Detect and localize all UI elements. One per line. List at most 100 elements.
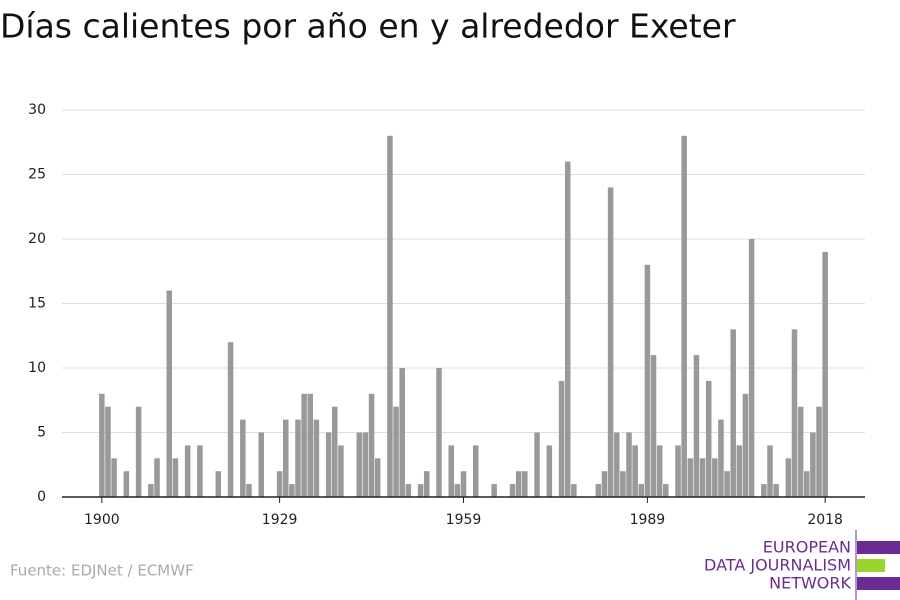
- bar: [184, 445, 191, 497]
- bar: [387, 135, 393, 498]
- x-tick-label: 1900: [84, 512, 120, 528]
- bar: [325, 432, 332, 497]
- bar: [301, 393, 307, 497]
- bar: [240, 419, 246, 497]
- logo-text: DATA JOURNALISM: [704, 556, 851, 575]
- logo: EUROPEAN DATA JOURNALISM NETWORK: [704, 530, 900, 600]
- bar: [534, 432, 540, 497]
- bar: [681, 135, 687, 498]
- bar: [748, 239, 755, 497]
- x-tick-label: 2018: [807, 512, 843, 528]
- y-tick-label: 5: [37, 425, 46, 441]
- bar: [613, 432, 620, 497]
- bar: [699, 458, 706, 497]
- bar: [417, 484, 424, 497]
- bar: [393, 406, 399, 497]
- y-tick-label: 30: [28, 102, 46, 118]
- bar: [595, 484, 602, 497]
- bar: [718, 419, 724, 497]
- bar: [460, 471, 467, 497]
- bar: [148, 484, 154, 497]
- bar: [399, 368, 405, 497]
- bar: [571, 484, 577, 497]
- bar: [761, 484, 767, 497]
- y-tick-label: 10: [28, 360, 46, 376]
- bar: [197, 445, 203, 497]
- bar: [227, 342, 234, 497]
- bar: [558, 380, 565, 497]
- bar: [656, 445, 663, 497]
- bar: [601, 471, 608, 497]
- y-tick-label: 15: [28, 296, 46, 312]
- bar: [705, 380, 712, 497]
- bar: [822, 251, 828, 497]
- bar: [473, 445, 479, 497]
- bar: [436, 368, 442, 497]
- bar: [246, 484, 252, 497]
- bar: [166, 290, 173, 497]
- bar: [693, 355, 700, 497]
- bar: [515, 471, 522, 497]
- bar: [546, 445, 553, 497]
- bar: [423, 471, 430, 497]
- bar: [374, 458, 381, 497]
- bar: [313, 419, 320, 497]
- bar: [105, 406, 111, 497]
- bar: [638, 484, 645, 497]
- bar: [816, 406, 822, 497]
- bar: [632, 445, 638, 497]
- bar: [736, 445, 743, 497]
- bar: [172, 458, 179, 497]
- bar: [135, 406, 142, 497]
- logo-bar: [857, 541, 900, 554]
- bar: [797, 406, 804, 497]
- bar: [338, 445, 344, 497]
- source: Fuente: EDJNet / ECMWF: [10, 562, 194, 580]
- bar: [454, 484, 461, 497]
- y-tick-label: 0: [37, 489, 46, 505]
- y-tick-label: 25: [28, 167, 46, 183]
- bar: [712, 458, 718, 497]
- bar: [767, 445, 773, 497]
- bar: [804, 471, 810, 497]
- bar: [368, 393, 375, 497]
- bar: [509, 484, 516, 497]
- bar: [282, 419, 289, 497]
- bar: [730, 329, 736, 497]
- bar: [307, 393, 314, 497]
- bar: [742, 393, 749, 497]
- x-tick-label: 1959: [446, 512, 482, 528]
- bar: [626, 432, 632, 497]
- bar: [356, 432, 363, 497]
- bar: [258, 432, 264, 497]
- bar: [644, 264, 651, 497]
- bar: [289, 484, 295, 497]
- x-tick-label: 1989: [630, 512, 666, 528]
- bar: [687, 458, 694, 497]
- bar: [405, 484, 412, 497]
- bar: [663, 484, 669, 497]
- bar: [607, 187, 614, 497]
- logo-bar: [857, 559, 885, 572]
- bar: [724, 471, 730, 497]
- bar: [773, 484, 779, 497]
- bar: [362, 432, 369, 497]
- bar: [491, 484, 497, 497]
- bar: [332, 406, 338, 497]
- bar: [620, 471, 626, 497]
- bar: [111, 458, 117, 497]
- bar: [564, 161, 571, 497]
- bar: [791, 329, 798, 497]
- y-tick-label: 20: [28, 231, 46, 247]
- bar: [810, 432, 816, 497]
- bar: [675, 445, 681, 497]
- bar: [785, 458, 792, 497]
- bar: [99, 393, 105, 497]
- bar: [154, 458, 160, 497]
- bar: [448, 445, 454, 497]
- logo-text: EUROPEAN: [763, 538, 851, 557]
- logo-bar: [857, 577, 900, 590]
- bar: [215, 471, 222, 497]
- x-tick-label: 1929: [262, 512, 298, 528]
